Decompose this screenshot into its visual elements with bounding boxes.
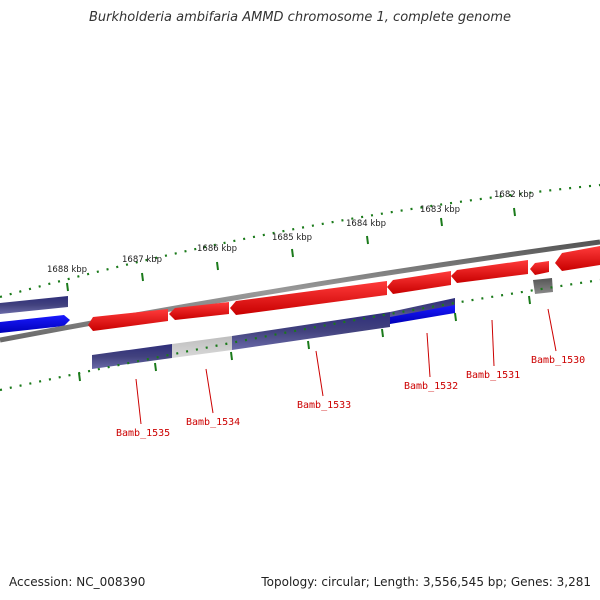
gene-block-bamb-1535 — [92, 344, 172, 369]
scale-label-1688: 1688 kbp — [47, 265, 87, 275]
gene-label-bamb-1532[interactable]: Bamb_1532 — [404, 381, 458, 392]
gene-block-bamb-1534 — [172, 336, 232, 358]
gene-label-bamb-1535[interactable]: Bamb_1535 — [116, 428, 170, 439]
tick-1682 — [513, 207, 516, 217]
genome-backbone — [0, 239, 600, 343]
gene-labels: Bamb_1530 Bamb_1531 Bamb_1532 Bamb_1533 … — [116, 355, 585, 439]
leader-bamb-1534 — [205, 368, 214, 414]
topology-text: Topology: circular; Length: 3,556,545 bp… — [261, 575, 591, 589]
leader-bamb-1533 — [315, 350, 324, 397]
scale-labels: 1682 kbp 1683 kbp 1684 kbp 1685 kbp 1686… — [47, 190, 534, 275]
tick-1688 — [66, 282, 69, 292]
gene-partial-blue — [0, 315, 70, 333]
gene-arrow-bamb-1530-fwd — [530, 261, 549, 275]
gene-label-bamb-1534[interactable]: Bamb_1534 — [186, 417, 240, 428]
tick-1685 — [291, 248, 294, 258]
gene-label-bamb-1531[interactable]: Bamb_1531 — [466, 370, 520, 381]
gene-arrow-bamb-1532-fwd — [387, 271, 451, 294]
tick-1684 — [366, 235, 369, 245]
scale-label-1684: 1684 kbp — [346, 219, 386, 229]
gene-block-bamb-1533 — [232, 312, 390, 350]
tick-1686 — [216, 261, 219, 271]
forward-strand-genes — [88, 246, 600, 331]
gene-arrow-bamb-1535-fwd — [88, 309, 168, 331]
map-title: Burkholderia ambifaria AMMD chromosome 1… — [88, 10, 512, 25]
left-partial-features — [0, 296, 70, 333]
scale-label-1682: 1682 kbp — [494, 190, 534, 200]
leader-bamb-1532 — [426, 332, 431, 378]
gene-label-bamb-1530[interactable]: Bamb_1530 — [531, 355, 585, 366]
tick-1687 — [141, 272, 144, 282]
outer-scale-ruler — [0, 183, 600, 299]
label-leaders — [135, 308, 557, 425]
gene-label-bamb-1533[interactable]: Bamb_1533 — [297, 400, 351, 411]
scale-label-1685: 1685 kbp — [272, 233, 312, 243]
leader-bamb-1535 — [135, 378, 142, 425]
leader-bamb-1530 — [547, 308, 557, 352]
leader-bamb-1531 — [491, 319, 495, 367]
gene-arrow-bamb-1534-fwd — [169, 302, 229, 320]
gene-partial-navy — [0, 296, 68, 314]
scale-label-1687: 1687 kbp — [122, 255, 162, 265]
gene-block-bamb-1530-grey — [533, 278, 553, 294]
gene-arrow-bamb-1531-fwd — [451, 260, 528, 283]
tick-1683 — [440, 217, 443, 227]
inner-scale-ruler — [0, 278, 600, 392]
gene-arrow-partial-fwd — [555, 246, 600, 271]
accession-text: Accession: NC_008390 — [9, 575, 146, 589]
scale-label-1686: 1686 kbp — [197, 244, 237, 254]
scale-label-1683: 1683 kbp — [420, 205, 460, 215]
gene-arrow-bamb-1533-fwd — [230, 281, 387, 315]
reverse-strand-genes — [92, 278, 553, 369]
gene-block-bamb-1532-blue — [390, 305, 455, 324]
